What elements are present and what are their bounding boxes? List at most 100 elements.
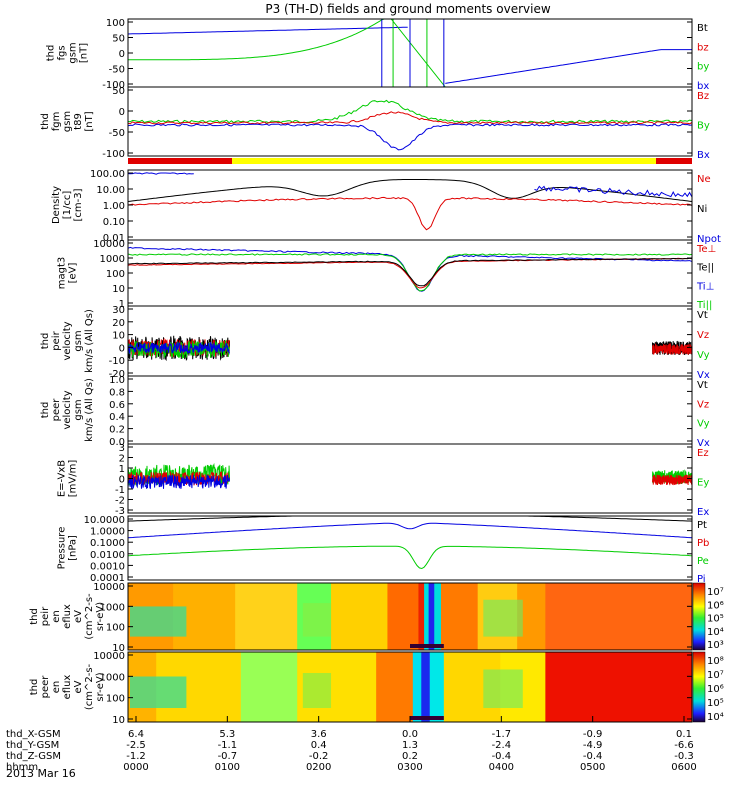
ytick-label: 10 bbox=[112, 331, 125, 342]
panel-plot-area bbox=[128, 335, 692, 362]
xtick-value: 0400 bbox=[489, 762, 514, 773]
ylabel-line: fgm bbox=[51, 112, 62, 132]
legend-by: By bbox=[697, 121, 710, 132]
xtick-value: -0.9 bbox=[583, 729, 603, 740]
legend-ez: Ez bbox=[697, 448, 709, 459]
spectrogram-cell bbox=[387, 583, 420, 650]
ylabel: thdpeerenefluxeV(cm^2-s-sr-eV) bbox=[29, 663, 106, 710]
ytick-label: -100 bbox=[102, 149, 125, 160]
spectrogram-cell bbox=[545, 652, 692, 722]
panel-frame bbox=[127, 515, 693, 581]
ytick-label: 1000 bbox=[100, 254, 125, 265]
ytick-label: 10 bbox=[112, 715, 125, 726]
series-Pi bbox=[128, 522, 692, 539]
spectrogram-cell bbox=[240, 652, 298, 722]
ylabel-line: peer bbox=[40, 675, 51, 699]
ylabel-line: gsm bbox=[62, 111, 73, 132]
xtick-value: -0.3 bbox=[674, 751, 694, 762]
ylabel-line: eV bbox=[73, 610, 84, 623]
ylabel: thdfgmgsmt89[nT] bbox=[40, 111, 95, 132]
ylabel-line: [nT] bbox=[79, 43, 90, 63]
series-Vz bbox=[652, 342, 692, 355]
ylabel: thdfgsgsm[nT] bbox=[46, 42, 90, 63]
ytick-label: -3 bbox=[115, 506, 125, 517]
ylabel-line: sr-eV) bbox=[95, 672, 106, 701]
ylabel-line: [eV] bbox=[68, 263, 79, 284]
xtick-value: -0.4 bbox=[583, 751, 603, 762]
ylabel: thdpeirvelocitygsmkm/s (All Qs) bbox=[40, 309, 95, 373]
legend-npot: Npot bbox=[697, 234, 721, 245]
xtick-value: -0.7 bbox=[218, 751, 238, 762]
xaxis-row-label: thd_Z-GSM bbox=[6, 751, 61, 762]
xtick-value: 0.2 bbox=[402, 751, 418, 762]
ylabel-line: peir bbox=[40, 606, 51, 626]
xtick-value: 0500 bbox=[580, 762, 605, 773]
xtick-value: 0100 bbox=[215, 762, 240, 773]
colorbar-tick-label: 10⁸ bbox=[707, 656, 724, 667]
ylabel-line: eV bbox=[73, 680, 84, 693]
orbit-bar-red-end bbox=[656, 158, 692, 164]
xtick-value: 0000 bbox=[123, 762, 148, 773]
legend-bx: Bx bbox=[697, 150, 710, 161]
xtick-value: 6.4 bbox=[128, 729, 144, 740]
legend-ex: Ex bbox=[697, 507, 709, 518]
legend-bt: Bt bbox=[697, 23, 708, 34]
ylabel-line: gsm bbox=[73, 399, 84, 420]
spectrogram-cell bbox=[235, 583, 298, 650]
ytick-label: 10.00 bbox=[96, 185, 125, 196]
spectrogram-cell bbox=[410, 644, 444, 648]
ylabel-line: [nPa] bbox=[68, 535, 79, 561]
legend-te||: Te|| bbox=[696, 263, 714, 274]
ytick-label: 0 bbox=[119, 475, 125, 486]
series-by bbox=[128, 19, 692, 87]
ylabel-line: [nT] bbox=[84, 111, 95, 131]
ylabel-line: velocity bbox=[62, 390, 73, 429]
colorbar-tick-label: 10⁷ bbox=[707, 587, 724, 598]
panel-plot-area bbox=[128, 19, 692, 87]
ytick-label: 100 bbox=[106, 269, 125, 280]
series-Bx bbox=[128, 123, 692, 151]
legend-vx: Vx bbox=[697, 370, 710, 381]
ytick-label: 50 bbox=[112, 86, 125, 97]
ylabel-line: thd bbox=[40, 113, 51, 130]
series-Ne bbox=[128, 196, 692, 231]
panel-plot-area bbox=[128, 462, 692, 490]
ylabel-line: fgs bbox=[57, 45, 68, 60]
series-Vx bbox=[128, 341, 230, 355]
xtick-value: 0.4 bbox=[311, 740, 327, 751]
colorbar-tick-label: 10⁴ bbox=[707, 712, 724, 723]
spectrogram-cell bbox=[421, 652, 431, 722]
ytick-label: 2 bbox=[119, 454, 125, 465]
xtick-value: 3.6 bbox=[311, 729, 327, 740]
ytick-label: -50 bbox=[109, 128, 125, 139]
xaxis-row-label: hhmm bbox=[6, 762, 38, 773]
xaxis-row-label: thd_Y-GSM bbox=[6, 740, 59, 751]
colorbar-tick-label: 10⁶ bbox=[707, 600, 724, 611]
panel-plot-area bbox=[128, 583, 692, 650]
ylabel: thdpeervelocitygsmkm/s (All Qs) bbox=[40, 378, 95, 442]
panel-plot-area bbox=[128, 246, 692, 292]
colorbar bbox=[692, 582, 706, 651]
ytick-label: 10000 bbox=[93, 582, 125, 593]
colorbar-tick-label: 10⁵ bbox=[707, 698, 724, 709]
legend-ni: Ni bbox=[697, 204, 707, 215]
panel-plot-area bbox=[128, 652, 692, 722]
ylabel-line: gsm bbox=[73, 330, 84, 351]
xtick-value: -4.9 bbox=[583, 740, 603, 751]
xtick-value: -2.4 bbox=[492, 740, 512, 751]
orbit-bar-yellow bbox=[128, 158, 692, 164]
colorbar-tick-label: 10⁴ bbox=[707, 627, 724, 638]
legend-pb: Pb bbox=[697, 538, 709, 549]
ytick-label: 1000 bbox=[100, 672, 125, 683]
series-Te-par bbox=[128, 257, 692, 287]
xtick-value: 0.1 bbox=[676, 729, 692, 740]
ytick-label: 20 bbox=[112, 318, 125, 329]
ylabel: thdpeirenefluxeV(cm^2-s-sr-eV) bbox=[29, 593, 106, 640]
ytick-label: 0.1000 bbox=[90, 538, 125, 549]
xtick-value: 5.3 bbox=[219, 729, 235, 740]
panel-plot-area bbox=[128, 516, 692, 570]
ytick-label: 0 bbox=[119, 49, 125, 60]
ylabel-line: t89 bbox=[73, 113, 84, 130]
